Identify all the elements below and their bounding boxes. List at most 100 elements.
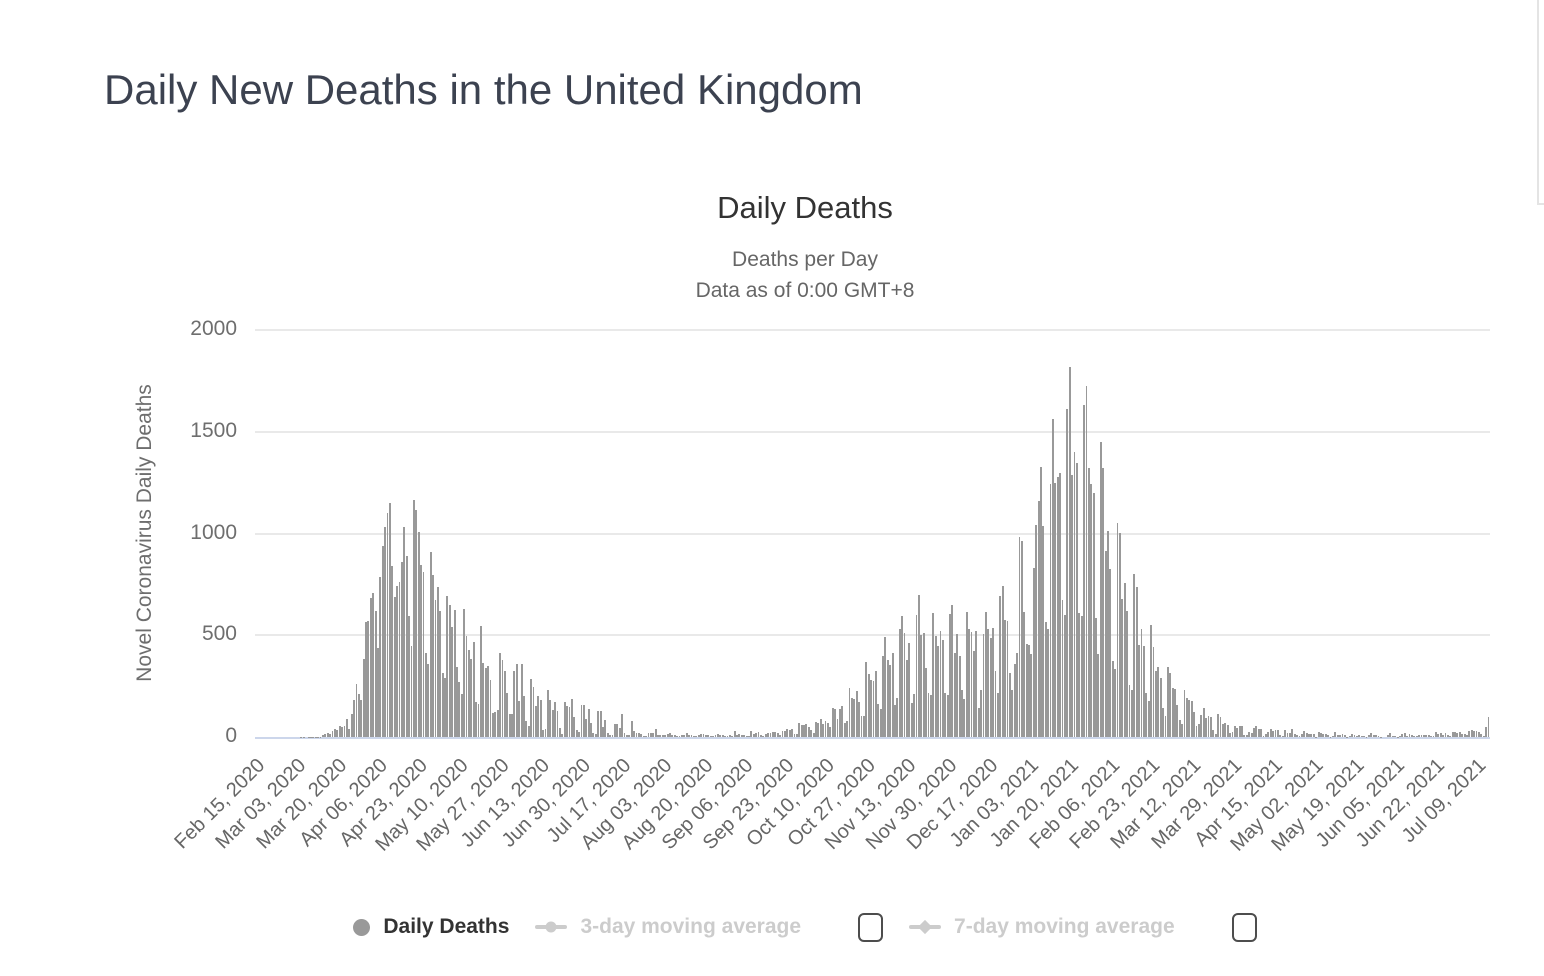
daily-deaths-bar [518, 701, 521, 737]
daily-deaths-bar [1355, 735, 1358, 737]
daily-deaths-bar [649, 733, 652, 737]
daily-deaths-bar [738, 734, 741, 737]
daily-deaths-bar [1188, 700, 1191, 737]
daily-deaths-bar [822, 723, 825, 737]
daily-deaths-bar [1181, 723, 1184, 737]
daily-deaths-bar [917, 595, 920, 737]
daily-deaths-bar [621, 713, 624, 737]
daily-deaths-bar [544, 729, 547, 737]
daily-deaths-bar [1336, 734, 1339, 737]
daily-deaths-bar [434, 599, 437, 737]
daily-deaths-bar [1377, 735, 1380, 737]
daily-deaths-bar [1257, 728, 1260, 737]
daily-deaths-bar [874, 670, 877, 737]
daily-deaths-bar [578, 731, 580, 737]
y-tick-label: 1000 [190, 520, 237, 544]
daily-deaths-bar [341, 727, 344, 737]
daily-deaths-bar [379, 577, 382, 737]
daily-deaths-bar [896, 697, 899, 737]
daily-deaths-bar [1195, 726, 1198, 737]
daily-deaths-bar [1075, 462, 1078, 737]
daily-deaths-bar [372, 592, 375, 737]
3day-average-checkbox[interactable] [858, 912, 884, 942]
daily-deaths-bar [743, 735, 746, 737]
daily-deaths-bar [1284, 730, 1287, 737]
daily-deaths-bar [982, 634, 985, 737]
daily-deaths-bar [463, 609, 466, 737]
daily-deaths-bar [537, 695, 540, 737]
daily-deaths-bar [482, 663, 485, 737]
daily-deaths-bar [1145, 693, 1148, 737]
daily-deaths-bar [1174, 688, 1176, 737]
daily-deaths-bar [1241, 726, 1243, 737]
y-tick-label: 2000 [190, 316, 237, 340]
daily-deaths-bar [472, 641, 475, 737]
daily-deaths-bar [604, 719, 607, 737]
daily-deaths-bar [1130, 690, 1133, 737]
daily-deaths-bar [695, 736, 698, 737]
daily-deaths-bar [973, 650, 975, 737]
daily-deaths-bar [980, 690, 983, 737]
daily-deaths-bar [850, 698, 853, 737]
daily-deaths-bar [999, 596, 1002, 737]
daily-deaths-bar [783, 730, 786, 737]
daily-deaths-bar [1353, 734, 1356, 737]
daily-deaths-bar [549, 699, 552, 737]
legend-item-daily-deaths[interactable]: Daily Deaths [353, 915, 509, 939]
daily-deaths-bar [446, 595, 449, 737]
daily-deaths-bar [1422, 734, 1425, 737]
daily-deaths-bar [1281, 736, 1284, 737]
daily-deaths-bar [439, 610, 442, 737]
daily-deaths-bar [1286, 732, 1289, 737]
y-tick-label: 1500 [190, 418, 237, 442]
daily-deaths-bar [697, 735, 700, 737]
daily-deaths-bar [424, 652, 427, 737]
daily-deaths-bar [702, 734, 705, 737]
daily-deaths-bar [547, 689, 549, 737]
daily-deaths-bar [554, 701, 557, 737]
daily-deaths-bar [580, 705, 583, 737]
gridline [255, 430, 1490, 433]
daily-deaths-bar [1025, 644, 1028, 737]
daily-deaths-bar [721, 735, 724, 737]
daily-deaths-bar [906, 660, 908, 737]
daily-deaths-bar [846, 720, 849, 737]
daily-deaths-bar [475, 702, 478, 737]
daily-deaths-bar [451, 627, 454, 737]
7day-average-checkbox[interactable] [1231, 912, 1257, 942]
daily-deaths-bar [678, 736, 681, 737]
daily-deaths-bar [511, 714, 513, 737]
daily-deaths-bar [1265, 734, 1267, 737]
daily-deaths-bar [367, 621, 370, 737]
daily-deaths-bar [345, 719, 348, 737]
daily-deaths-bar [685, 733, 688, 737]
daily-deaths-bar [458, 682, 461, 737]
daily-deaths-bar [506, 693, 509, 737]
daily-deaths-bar [1243, 734, 1246, 737]
daily-deaths-bar [1068, 366, 1071, 737]
partial-panel-edge [1537, 0, 1544, 205]
daily-deaths-bar [908, 642, 911, 737]
daily-deaths-bar [640, 734, 643, 737]
daily-deaths-bar [922, 633, 925, 737]
daily-deaths-bar [867, 673, 870, 737]
daily-deaths-bar [377, 647, 379, 737]
daily-deaths-bar [1482, 735, 1485, 737]
daily-deaths-bar [1044, 622, 1047, 737]
daily-deaths-bar [1102, 467, 1105, 737]
daily-deaths-bar [865, 662, 868, 737]
daily-deaths-bar [1052, 418, 1054, 737]
legend-item-3day-average[interactable]: 3-day moving average [535, 912, 884, 942]
daily-deaths-bar [740, 735, 743, 737]
daily-deaths-bar [348, 728, 351, 737]
daily-deaths-bar [984, 612, 987, 737]
daily-deaths-bar [877, 704, 880, 737]
legend-label-7day-average: 7-day moving average [954, 915, 1175, 938]
daily-deaths-bar [764, 734, 767, 737]
legend-item-7day-average[interactable]: 7-day moving average [909, 912, 1257, 942]
daily-deaths-bar [1119, 533, 1121, 737]
daily-deaths-bar [530, 678, 533, 737]
daily-deaths-bar [1327, 734, 1330, 737]
daily-deaths-bar [836, 719, 839, 737]
daily-deaths-bar [817, 722, 820, 737]
